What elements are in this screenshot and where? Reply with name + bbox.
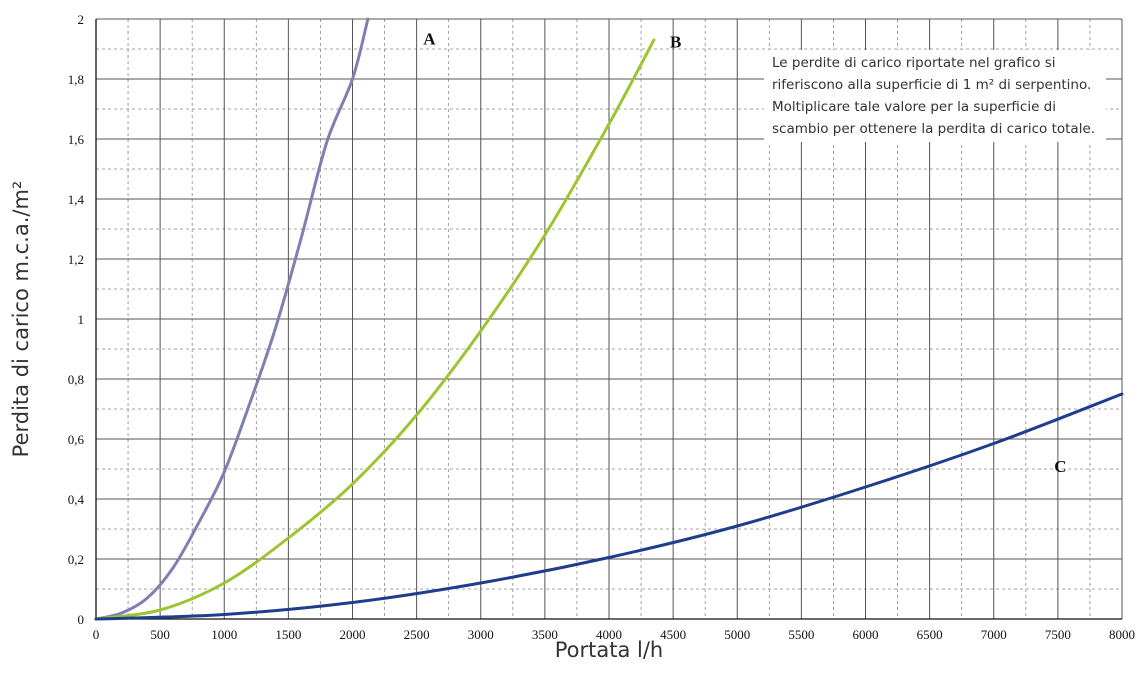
grid — [95, 18, 1123, 620]
y-tick-label: 1,8 — [68, 72, 84, 87]
x-tick-label: 3500 — [532, 627, 558, 642]
y-tick-label: 0,4 — [68, 492, 85, 507]
x-tick-label: 7500 — [1045, 627, 1071, 642]
curve-label-a: A — [423, 30, 436, 49]
y-tick-label: 0,6 — [68, 432, 85, 447]
curve-label-b: B — [670, 33, 681, 52]
x-tick-label: 500 — [150, 627, 170, 642]
y-tick-label: 0,8 — [68, 372, 84, 387]
x-tick-label: 3000 — [468, 627, 494, 642]
y-axis-title: Perdita di carico m.c.a./m² — [9, 181, 33, 458]
x-tick-label: 0 — [93, 627, 100, 642]
x-tick-label: 8000 — [1109, 627, 1135, 642]
series — [94, 17, 1124, 621]
tick-labels: 0 500 1000 1500 2000 2500 3000 3500 4000 4500 5000… — [68, 12, 1135, 642]
x-axis-title: Portata l/h — [555, 638, 664, 662]
series-line-a — [94, 17, 370, 621]
x-tick-label: 6500 — [917, 627, 943, 642]
series-line-b — [94, 38, 656, 621]
y-tick-label: 2 — [78, 12, 85, 27]
x-tick-label: 4500 — [660, 627, 686, 642]
x-tick-label: 2000 — [340, 627, 366, 642]
curve-label-c: C — [1054, 457, 1066, 476]
curve-labels: A B C — [423, 30, 1066, 477]
x-tick-label: 5000 — [724, 627, 750, 642]
y-tick-label: 1 — [78, 312, 85, 327]
x-tick-label: 6000 — [853, 627, 879, 642]
x-tick-label: 2500 — [404, 627, 430, 642]
x-tick-label: 1500 — [275, 627, 301, 642]
y-tick-label: 0 — [78, 612, 85, 627]
y-tick-label: 1,2 — [68, 252, 84, 267]
y-tick-label: 0,2 — [68, 552, 84, 567]
note-text: Le perdite di carico riportate nel grafi… — [764, 50, 1106, 142]
x-tick-label: 5500 — [788, 627, 814, 642]
y-tick-label: 1,4 — [68, 192, 85, 207]
x-tick-label: 1000 — [211, 627, 237, 642]
y-tick-label: 1,6 — [68, 132, 85, 147]
x-tick-label: 7000 — [981, 627, 1007, 642]
series-line-c — [94, 392, 1124, 621]
x-tick-label: 4000 — [596, 627, 622, 642]
